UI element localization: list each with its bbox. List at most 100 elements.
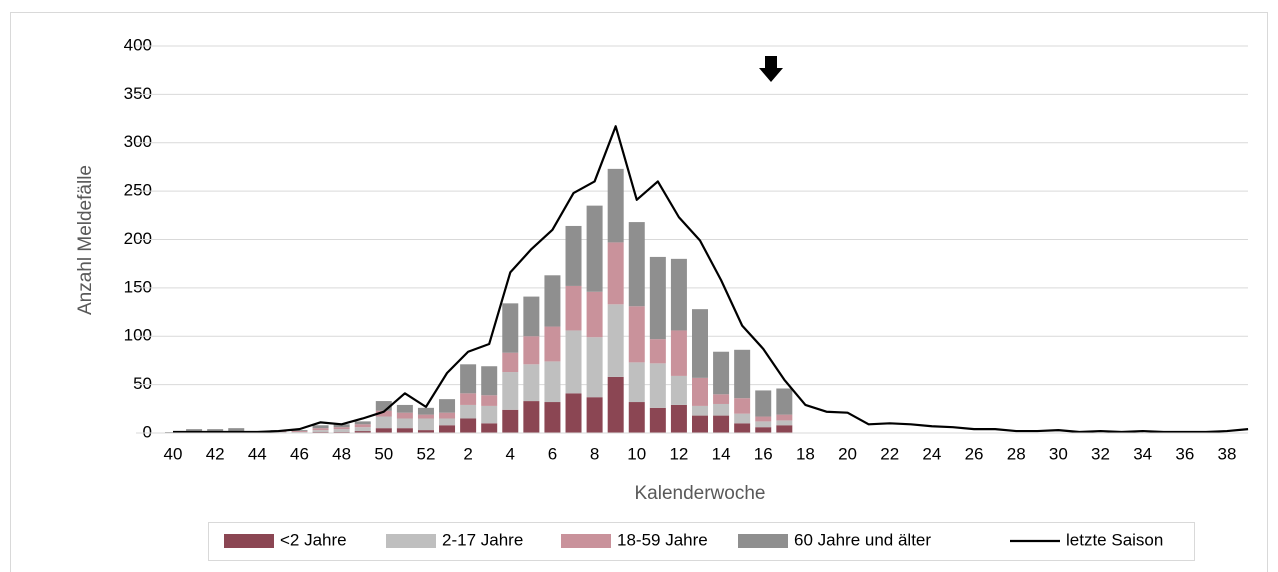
- bar-segment: [607, 242, 624, 305]
- y-tick-label: 100: [124, 326, 152, 345]
- bar-segment: [502, 303, 519, 353]
- bar-segment: [375, 401, 392, 411]
- bar-segment: [586, 205, 603, 292]
- x-tick-label: 34: [1133, 444, 1152, 463]
- y-tick-label: 300: [124, 132, 152, 151]
- bar-segment: [396, 404, 413, 413]
- bar-segment: [354, 424, 371, 428]
- bar-segment: [228, 428, 245, 432]
- legend-label: letzte Saison: [1066, 530, 1163, 549]
- bar-segment: [396, 428, 413, 433]
- bar-segment: [333, 429, 350, 433]
- bar-segment: [354, 427, 371, 432]
- arrow-icon: [759, 56, 783, 82]
- bar-segment: [713, 351, 730, 395]
- legend-label: 2-17 Jahre: [442, 530, 523, 549]
- bar-segment: [375, 410, 392, 417]
- x-tick-label: 6: [548, 444, 557, 463]
- bar-segment: [565, 393, 582, 433]
- bar-segment: [375, 428, 392, 433]
- x-tick-label: 2: [463, 444, 472, 463]
- x-tick-label: 30: [1049, 444, 1068, 463]
- legend-label: 60 Jahre und älter: [794, 530, 931, 549]
- bar-segment: [354, 421, 371, 425]
- bar-segment: [755, 416, 772, 422]
- y-tick-label: 250: [124, 181, 152, 200]
- bar-segment: [649, 363, 666, 408]
- bar-segment: [670, 375, 687, 405]
- x-tick-label: 40: [164, 444, 183, 463]
- bar-segment: [628, 362, 645, 403]
- x-tick-label: 18: [796, 444, 815, 463]
- x-tick-label: 48: [332, 444, 351, 463]
- bar-segment: [502, 372, 519, 410]
- bar-segment: [776, 420, 793, 426]
- y-axis-title: Anzahl Meldefälle: [75, 165, 96, 315]
- bar-segment: [186, 429, 203, 432]
- bar-segment: [670, 258, 687, 331]
- bar-segment: [523, 296, 540, 337]
- x-tick-label: 10: [627, 444, 646, 463]
- bar-segment: [692, 405, 708, 416]
- bar-segment: [481, 423, 498, 433]
- legend-swatch: [224, 534, 274, 548]
- bar-segment: [291, 430, 308, 432]
- x-tick-label: 36: [1175, 444, 1194, 463]
- bar-segment: [502, 352, 519, 373]
- bar-segment: [670, 330, 687, 376]
- bar-segment: [312, 430, 329, 433]
- bar-segment: [523, 401, 540, 433]
- bar-segment: [354, 431, 371, 433]
- bar-segment: [544, 361, 561, 403]
- bar-segment: [417, 407, 434, 415]
- bar-segment: [481, 366, 498, 396]
- bar-segment: [523, 364, 540, 402]
- x-tick-label: 12: [669, 444, 688, 463]
- bar-segment: [734, 349, 751, 399]
- bar-segment: [312, 428, 329, 431]
- bar-segment: [375, 416, 392, 429]
- x-tick-label: 8: [590, 444, 599, 463]
- x-tick-label: 26: [965, 444, 984, 463]
- x-tick-label: 14: [712, 444, 731, 463]
- y-tick-label: 0: [143, 422, 152, 441]
- bar-segment: [544, 275, 561, 327]
- bar-segment: [755, 421, 772, 428]
- bar-segment: [713, 403, 730, 416]
- x-axis-title: Kalenderwoche: [635, 483, 766, 504]
- bar-segment: [523, 336, 540, 365]
- bar-segment: [460, 404, 477, 419]
- x-tick-label: 24: [922, 444, 941, 463]
- bar-segment: [607, 168, 624, 243]
- bar-segment: [776, 388, 793, 415]
- legend-label: 18-59 Jahre: [617, 530, 708, 549]
- bar-segment: [417, 418, 434, 431]
- y-tick-label: 200: [124, 229, 152, 248]
- bar-segment: [565, 225, 582, 286]
- bar-segment: [628, 222, 645, 307]
- legend-swatch: [738, 534, 788, 548]
- bar-segment: [692, 415, 708, 433]
- bar-segment: [586, 291, 603, 338]
- x-tick-label: 32: [1091, 444, 1110, 463]
- bar-segment: [439, 418, 456, 426]
- bar-segment: [607, 376, 624, 433]
- bar-segment: [460, 364, 477, 394]
- bar-segment: [649, 339, 666, 364]
- legend-swatch: [561, 534, 611, 548]
- chart-frame: [10, 12, 1268, 572]
- x-tick-label: 50: [374, 444, 393, 463]
- bar-segment: [670, 404, 687, 433]
- x-tick-label: 20: [838, 444, 857, 463]
- bar-segment: [649, 256, 666, 340]
- bar-segment: [565, 285, 582, 331]
- bar-segment: [207, 429, 224, 432]
- bar-segment: [396, 418, 413, 429]
- bar-segment: [291, 431, 308, 433]
- bar-segment: [628, 402, 645, 433]
- bar-segment: [460, 393, 477, 405]
- line-series: [173, 125, 1249, 434]
- x-tick-label: 46: [290, 444, 309, 463]
- y-tick-label: 350: [124, 84, 152, 103]
- x-tick-label: 52: [416, 444, 435, 463]
